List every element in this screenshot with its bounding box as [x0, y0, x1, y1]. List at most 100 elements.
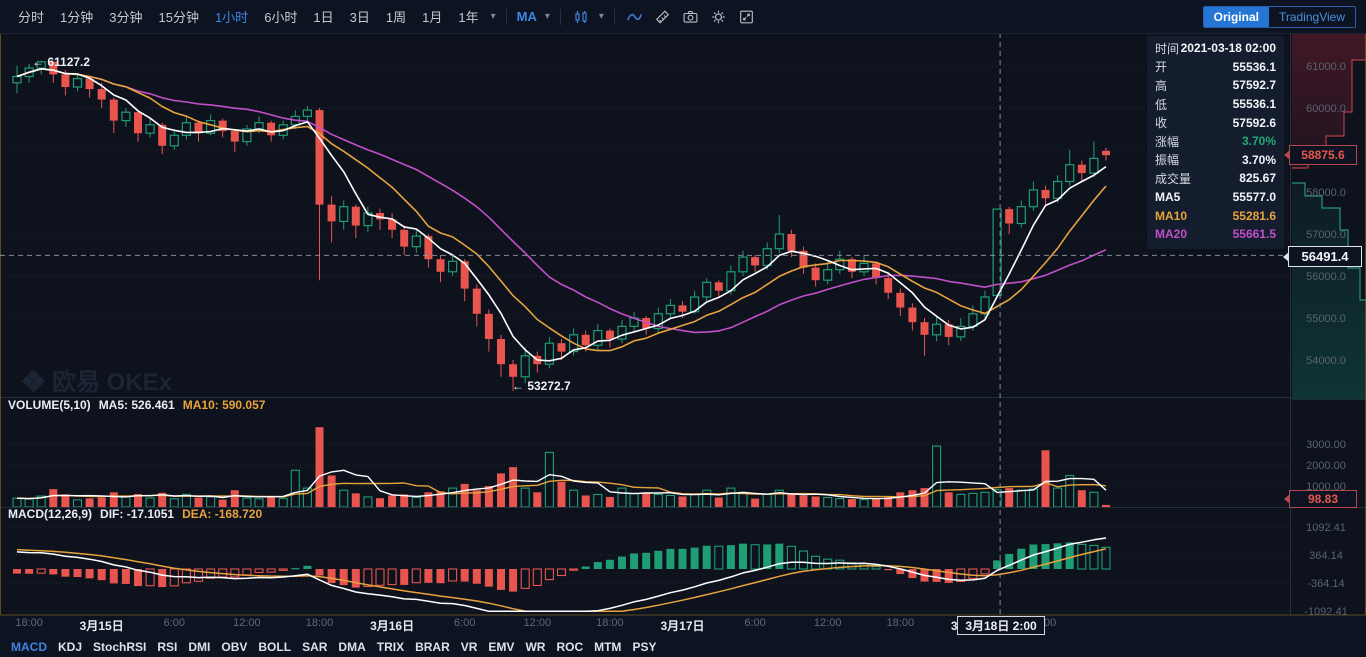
info-row-涨幅: 涨幅 3.70% [1155, 134, 1276, 149]
ma-caret[interactable]: ▾ [544, 11, 550, 22]
volume-ma5-value: MA5: 526.461 [98, 398, 175, 412]
info-row-时间: 时间 2021-03-18 02:00 [1155, 41, 1276, 56]
indicator-tab-StochRSI[interactable]: StochRSI [93, 639, 147, 654]
indicator-tab-MACD[interactable]: MACD [11, 639, 47, 654]
indicator-tab-TRIX[interactable]: TRIX [376, 639, 405, 654]
timeframe-1年[interactable]: 1年 [458, 10, 479, 25]
info-row-MA20: MA20 55661.5 [1155, 227, 1276, 242]
time-label: 6:00 [453, 617, 476, 629]
svg-text:❖: ❖ [20, 366, 47, 399]
svg-text:55000.0: 55000.0 [1306, 313, 1346, 325]
time-label: 18:00 [886, 617, 915, 629]
svg-text:364.14: 364.14 [1309, 550, 1343, 562]
info-row-低: 低 55536.1 [1155, 97, 1276, 112]
info-row-成交量: 成交量 825.67 [1155, 171, 1276, 186]
svg-text:56000.0: 56000.0 [1306, 271, 1346, 283]
svg-text:60000.0: 60000.0 [1306, 103, 1346, 115]
time-label: 3月17日 [660, 619, 705, 633]
volume-ma10-value: MA10: 590.057 [182, 398, 266, 412]
info-row-振幅: 振幅 3.70% [1155, 152, 1276, 168]
time-label: 18:00 [15, 617, 43, 629]
svg-text:1092.41: 1092.41 [1306, 522, 1346, 534]
info-row-高: 高 57592.7 [1155, 78, 1276, 93]
svg-text:3000.00: 3000.00 [1306, 439, 1346, 451]
macd-indicator-title: MACD(12,26,9) [8, 507, 93, 521]
measure-ruler-icon[interactable] [652, 6, 674, 28]
timeframe-6小时[interactable]: 6小时 [264, 10, 298, 25]
top-toolbar: 分时 1分钟 3分钟 15分钟 1小时 6小时 1日 3日 1周 1月 1年 ▾ MA ▾ ▾ [0, 0, 1366, 34]
indicator-tab-WR[interactable]: WR [525, 639, 546, 654]
time-label: 18:00 [305, 617, 334, 629]
crosshair-volume-badge: 98.83 [1284, 490, 1357, 508]
indicator-tab-DMI[interactable]: DMI [188, 639, 211, 654]
indicator-tab-bar: MACD KDJ StochRSI RSI DMI OBV BOLL SAR DMA TRIX BR… [0, 636, 1366, 657]
macd-dif-value: DIF: -17.1051 [100, 507, 175, 521]
timeframe-1小时[interactable]: 1小时 [214, 10, 249, 25]
indicator-tab-MTM[interactable]: MTM [594, 639, 622, 654]
toggle-original[interactable]: Original [1203, 7, 1269, 27]
last-price-badge: 58875.6 [1284, 145, 1357, 165]
svg-text:58000.0: 58000.0 [1306, 187, 1346, 199]
svg-text:61000.0: 61000.0 [1306, 61, 1346, 73]
session-low-label: ← 53272.7 [512, 379, 571, 393]
indicator-tab-VR[interactable]: VR [460, 639, 478, 654]
indicator-tab-ROC[interactable]: ROC [556, 639, 584, 654]
info-row-收: 收 57592.6 [1155, 115, 1276, 131]
settings-gear-icon[interactable] [708, 6, 730, 28]
info-row-MA10: MA10 55281.6 [1155, 208, 1276, 223]
toolbar-divider [505, 8, 507, 25]
timeframe-more-caret[interactable]: ▾ [490, 11, 496, 22]
candle-style-caret[interactable]: ▾ [598, 11, 604, 22]
time-label: 12:00 [523, 617, 552, 629]
time-label: 12:00 [233, 617, 261, 629]
camera-snapshot-icon[interactable] [680, 6, 702, 28]
svg-text:-364.14: -364.14 [1307, 578, 1344, 590]
timeframe-1分钟[interactable]: 1分钟 [60, 10, 94, 25]
time-label: 12:00 [813, 617, 842, 629]
line-chart-icon[interactable] [624, 6, 646, 28]
indicator-tab-DMA[interactable]: DMA [338, 639, 366, 654]
crosshair-price-badge: 56491.4 [1283, 246, 1362, 267]
indicator-tab-EMV[interactable]: EMV [488, 639, 515, 654]
time-label: 6:00 [163, 617, 186, 629]
timeframe-15分钟[interactable]: 15分钟 [158, 10, 199, 25]
indicator-tab-SAR[interactable]: SAR [302, 639, 328, 654]
timeframe-1周[interactable]: 1周 [385, 10, 407, 25]
crosshair-time-badge: 3月18日 2:00 [957, 616, 1045, 635]
timeframe-分时[interactable]: 分时 [18, 10, 45, 25]
indicator-tab-KDJ[interactable]: KDJ [58, 639, 83, 654]
timeframe-1月[interactable]: 1月 [422, 10, 443, 25]
volume-pane-header: VOLUME(5,10) MA5: 526.461 MA10: 590.057 [8, 398, 265, 412]
toolbar-divider [559, 8, 561, 25]
svg-text:-1092.41: -1092.41 [1304, 606, 1347, 618]
svg-text:54000.0: 54000.0 [1306, 355, 1346, 367]
timeframe-3日[interactable]: 3日 [349, 10, 370, 25]
svg-text:57000.0: 57000.0 [1306, 229, 1346, 241]
fullscreen-icon[interactable] [736, 6, 758, 28]
indicator-tab-RSI[interactable]: RSI [157, 639, 178, 654]
timeframe-3分钟[interactable]: 3分钟 [109, 10, 143, 25]
indicator-tab-PSY[interactable]: PSY [632, 639, 657, 654]
toggle-tradingview[interactable]: TradingView [1268, 7, 1355, 27]
svg-text:2000.00: 2000.00 [1306, 460, 1346, 472]
timeframe-1日[interactable]: 1日 [313, 10, 334, 25]
time-label: 3月16日 [370, 619, 415, 633]
time-label: 18:00 [596, 617, 624, 629]
candle-style-icon[interactable] [570, 6, 592, 28]
timeframe-group: 分时 1分钟 3分钟 15分钟 1小时 6小时 1日 3日 1周 1月 1年 [10, 7, 487, 26]
macd-pane-header: MACD(12,26,9) DIF: -17.1051 DEA: -168.720 [8, 507, 262, 521]
ma-dropdown[interactable]: MA [516, 9, 537, 24]
indicator-tab-OBV[interactable]: OBV [221, 639, 248, 654]
macd-dea-value: DEA: -168.720 [182, 507, 263, 521]
time-axis: 18:00 3月15日 6:00 12:00 18:00 3月16日 6:00 12:00 18… [0, 617, 1366, 633]
info-row-MA5: MA5 55577.0 [1155, 190, 1276, 205]
toolbar-divider [613, 8, 615, 25]
session-high-label: ← 61127.2 [32, 55, 91, 69]
indicator-tab-BOLL[interactable]: BOLL [258, 639, 292, 654]
chart-mode-toggle: Original TradingView [1202, 6, 1356, 28]
indicator-tab-BRAR[interactable]: BRAR [415, 639, 450, 654]
ohlc-info-panel: 时间 2021-03-18 02:00 开 55536.1 高 57592.7 低 55536… [1147, 36, 1284, 249]
info-row-开: 开 55536.1 [1155, 59, 1276, 75]
